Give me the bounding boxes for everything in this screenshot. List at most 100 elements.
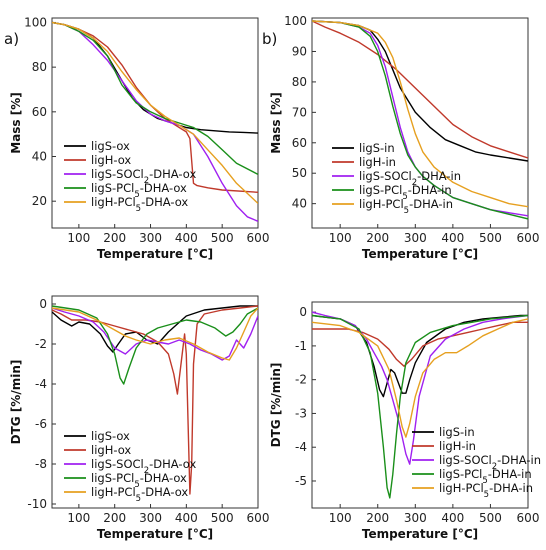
y-tick-label: 80 <box>292 75 307 89</box>
chart-panel-1: 100 200 300 400 500 600 20 40 60 80 100 Temperature… <box>4 15 269 261</box>
legend-entry: ligS-ox <box>91 429 130 443</box>
legend-entry: ligS-SOCl2-DHA-in <box>439 453 541 472</box>
x-tick-label: 500 <box>211 231 234 245</box>
x-tick-label: 100 <box>329 231 352 245</box>
chart-panel-4: 100 200 300 400 500 600 0 -1 -2 -3 -4 -5 Temperature… <box>269 301 541 541</box>
x-tick-label: 500 <box>211 511 234 525</box>
x-tick-label: 600 <box>247 511 270 525</box>
y-tick-label: -1 <box>295 339 307 353</box>
legend-entry: ligH-in <box>439 439 476 453</box>
series-line-ligS-ox <box>52 305 258 353</box>
plot-frame <box>51 295 259 509</box>
x-tick-label: 200 <box>366 511 389 525</box>
legend-entry: ligS-ox <box>91 139 130 153</box>
legend-entry: ligH-PCl5-DHA-ox <box>91 195 188 214</box>
x-tick-label: 500 <box>479 511 502 525</box>
legend-entry: ligS-PCl5-DHA-in <box>359 183 452 202</box>
x-axis-label: Temperature [°C] <box>362 527 478 541</box>
y-tick-label: 40 <box>292 197 307 211</box>
legend-entry: ligH-PCl5-DHA-ox <box>91 485 188 504</box>
legend-entry: ligS-SOCl2-DHA-ox <box>91 457 196 476</box>
y-tick-label: 60 <box>32 105 47 119</box>
series-line-ligS-PCl5-DHA-in <box>312 314 528 499</box>
x-tick-label: 200 <box>103 231 126 245</box>
y-tick-label: 0 <box>299 305 307 319</box>
y-tick-label: 80 <box>32 60 47 74</box>
legend-entry: ligS-PCl5-DHA-in <box>439 467 532 486</box>
legend-entry: ligS-in <box>439 425 475 439</box>
legend-entry: ligS-SOCl2-DHA-in <box>359 169 461 188</box>
y-tick-label: 90 <box>292 44 307 58</box>
legend-entry: ligH-in <box>359 155 396 169</box>
y-tick-label: -3 <box>295 406 307 420</box>
y-tick-label: 70 <box>292 105 307 119</box>
series-line-ligH-PCl5-DHA-in <box>312 318 528 438</box>
plot-frame <box>311 17 529 229</box>
x-tick-label: 600 <box>517 511 540 525</box>
x-axis-label: Temperature [°C] <box>97 247 213 261</box>
panel-label: b) <box>262 30 277 48</box>
y-tick-label: 100 <box>284 14 307 28</box>
x-tick-label: 100 <box>329 511 352 525</box>
y-tick-label: -5 <box>295 474 307 488</box>
y-tick-label: 20 <box>32 194 47 208</box>
legend-entry: ligS-SOCl2-DHA-ox <box>91 167 196 186</box>
x-tick-label: 600 <box>517 231 540 245</box>
x-tick-label: 500 <box>479 231 502 245</box>
legend: ligS-oxligH-oxligS-SOCl2-DHA-oxligS-PCl5… <box>64 139 196 214</box>
y-tick-label: -2 <box>35 337 47 351</box>
y-axis-label: DTG [%/min] <box>269 363 283 448</box>
x-axis-label: Temperature [°C] <box>362 247 478 261</box>
legend-entry: ligH-PCl5-DHA-in <box>439 481 533 500</box>
x-axis-label: Temperature [°C] <box>97 527 213 541</box>
series-line-ligS-in <box>312 20 528 162</box>
legend: ligS-inligH-inligS-SOCl2-DHA-inligS-PCl5… <box>412 425 541 500</box>
y-tick-label: -4 <box>35 377 47 391</box>
y-tick-label: 0 <box>39 297 47 311</box>
x-tick-label: 400 <box>441 231 464 245</box>
y-tick-label: -8 <box>35 457 47 471</box>
y-tick-label: -6 <box>35 417 47 431</box>
x-tick-label: 300 <box>404 511 427 525</box>
legend-entry: ligH-PCl5-DHA-in <box>359 197 453 216</box>
legend-entry: ligH-ox <box>91 443 131 457</box>
series-line-ligS-SOCl2-DHA-ox <box>52 307 258 361</box>
x-tick-label: 300 <box>139 511 162 525</box>
series-line-ligH-in <box>312 20 528 159</box>
series-line-ligH-PCl5-DHA-ox <box>52 21 258 204</box>
legend: ligS-oxligH-oxligS-SOCl2-DHA-oxligS-PCl5… <box>64 429 196 504</box>
series-line-ligS-PCl5-DHA-ox <box>52 21 258 176</box>
chart-panel-2: 100 200 300 400 500 600 40 50 60 70 80 90 100 Tempera… <box>262 14 539 261</box>
x-tick-label: 300 <box>139 231 162 245</box>
plot-frame <box>311 301 529 509</box>
y-tick-label: 40 <box>32 150 47 164</box>
y-axis-label: Mass [%] <box>9 92 23 154</box>
legend-entry: ligS-in <box>359 141 395 155</box>
series-line-ligS-SOCl2-DHA-in <box>312 311 528 465</box>
x-tick-label: 400 <box>441 511 464 525</box>
y-tick-label: 60 <box>292 136 307 150</box>
x-tick-label: 400 <box>175 511 198 525</box>
series-line-ligH-PCl5-DHA-ox <box>52 307 258 361</box>
series-line-ligS-SOCl2-DHA-ox <box>52 21 258 222</box>
series-line-ligH-PCl5-DHA-in <box>312 20 528 208</box>
series-line-ligS-PCl5-DHA-ox <box>52 305 258 385</box>
y-tick-label: -10 <box>27 497 47 511</box>
legend-entry: ligS-PCl5-DHA-ox <box>91 471 187 490</box>
legend-entry: ligH-ox <box>91 153 131 167</box>
y-tick-label: -2 <box>295 373 307 387</box>
series-line-ligS-PCl5-DHA-in <box>312 20 528 220</box>
x-tick-label: 400 <box>175 231 198 245</box>
y-tick-label: 50 <box>292 166 307 180</box>
x-tick-label: 600 <box>247 231 270 245</box>
y-axis-label: DTG [%/min] <box>9 360 23 445</box>
series-line-ligH-in <box>312 321 528 367</box>
x-tick-label: 300 <box>404 231 427 245</box>
legend-entry: ligS-PCl5-DHA-ox <box>91 181 187 200</box>
x-tick-label: 200 <box>366 231 389 245</box>
y-tick-label: -4 <box>295 440 307 454</box>
y-tick-label: 100 <box>24 15 47 29</box>
y-axis-label: Mass [%] <box>269 92 283 154</box>
chart-panel-3: 100 200 300 400 500 600 0 -2 -4 -6 -8 -10 Temperatur… <box>9 295 270 541</box>
